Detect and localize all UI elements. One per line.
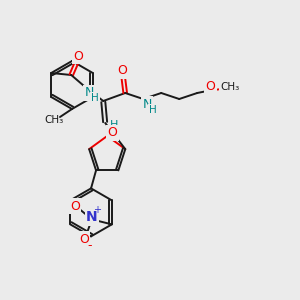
- Text: O: O: [205, 80, 215, 94]
- Text: H: H: [149, 105, 157, 115]
- Text: -: -: [88, 239, 92, 252]
- Text: +: +: [93, 206, 101, 215]
- Text: CH₃: CH₃: [44, 115, 64, 125]
- Text: CH₃: CH₃: [220, 82, 240, 92]
- Text: N: N: [86, 210, 98, 224]
- Text: H: H: [110, 120, 118, 130]
- Text: H: H: [91, 93, 99, 103]
- Text: O: O: [73, 50, 83, 62]
- Text: O: O: [117, 64, 127, 77]
- Text: N: N: [142, 98, 152, 110]
- Text: O: O: [70, 200, 80, 213]
- Text: O: O: [79, 233, 89, 246]
- Text: O: O: [107, 127, 117, 140]
- Text: N: N: [85, 86, 94, 100]
